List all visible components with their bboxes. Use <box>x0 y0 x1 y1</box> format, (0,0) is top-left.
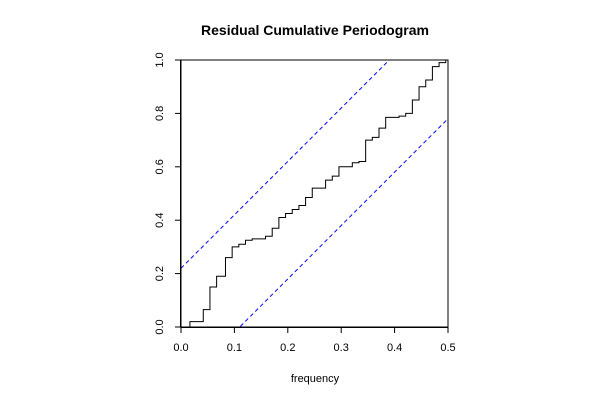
plot-area <box>181 60 448 327</box>
upper-bound-line <box>181 60 390 269</box>
y-tick-label: 1.0 <box>154 52 166 67</box>
x-tick-label: 0.4 <box>387 342 402 354</box>
y-tick-label: 0.0 <box>154 319 166 334</box>
x-tick-label: 0.5 <box>440 342 455 354</box>
x-tick-label: 0.1 <box>227 342 242 354</box>
y-tick-label: 0.2 <box>154 266 166 281</box>
x-tick-label: 0.2 <box>280 342 295 354</box>
y-tick-label: 0.8 <box>154 106 166 121</box>
chart-title: Residual Cumulative Periodogram <box>201 22 429 38</box>
y-tick-label: 0.6 <box>154 159 166 174</box>
y-tick-label: 0.4 <box>154 213 166 228</box>
lower-bound-line <box>239 118 448 327</box>
plot-frame <box>180 59 449 328</box>
x-axis-label: frequency <box>291 373 340 385</box>
periodogram-step-line <box>181 60 448 327</box>
axes: 0.0 0.1 0.2 0.3 0.4 0.5 0.0 0.2 0.4 0.6 0.8 1.0 <box>154 52 456 354</box>
x-tick-label: 0.3 <box>334 342 349 354</box>
x-tick-label: 0.0 <box>173 342 188 354</box>
